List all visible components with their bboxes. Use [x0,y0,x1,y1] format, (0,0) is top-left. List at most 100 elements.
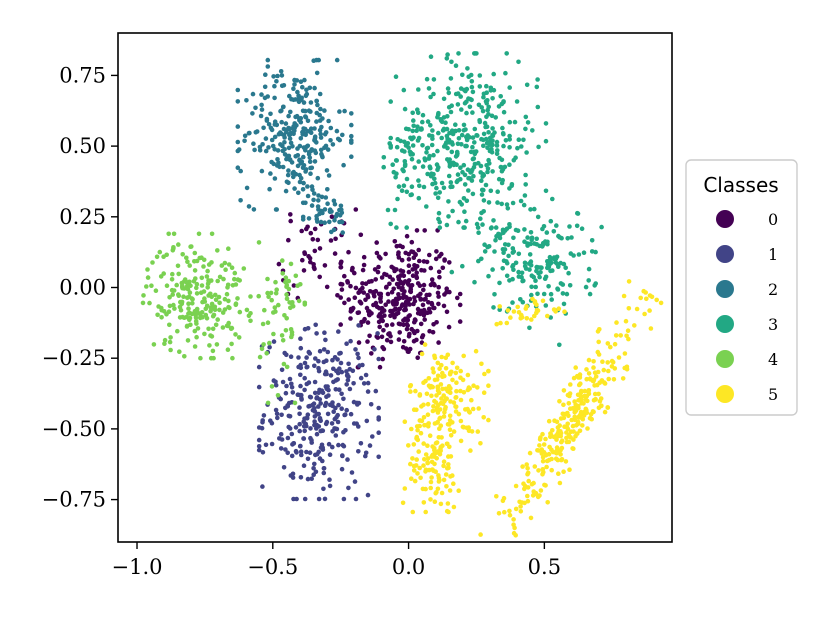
scatter-point [457,199,463,205]
scatter-point [278,130,283,135]
scatter-point [269,384,275,389]
scatter-point [543,436,548,442]
scatter-point [342,108,347,114]
scatter-point [387,331,392,336]
scatter-point [324,168,330,173]
scatter-point [425,443,430,449]
scatter-point [215,248,220,253]
scatter-point [213,322,219,328]
scatter-point [306,380,312,385]
scatter-point [306,216,312,221]
scatter-point [408,389,413,394]
scatter-point [642,311,647,317]
scatter-point [446,509,451,515]
scatter-point [262,307,267,313]
scatter-point [424,292,430,298]
scatter-point [429,393,434,399]
scatter-point [323,384,329,389]
scatter-point [495,200,500,205]
scatter-point [550,268,555,273]
scatter-point [247,130,252,136]
scatter-point [420,112,426,118]
scatter-point [305,224,310,230]
scatter-point [204,274,210,279]
scatter-point [216,294,222,300]
scatter-point [281,361,287,367]
scatter-point [290,390,296,395]
scatter-point [314,70,320,76]
scatter-point [159,307,164,313]
scatter-point [348,411,354,417]
scatter-point [470,144,475,150]
scatter-point [525,120,531,125]
scatter-point [406,282,411,287]
scatter-point [544,464,549,470]
scatter-point [435,148,440,154]
scatter-point [587,291,593,297]
scatter-point [232,270,238,276]
scatter-point [273,407,279,413]
scatter-point [308,395,314,400]
scatter-point [194,291,200,296]
scatter-point [450,360,455,366]
scatter-point [388,221,394,227]
scatter-point [311,401,317,407]
scatter-point [395,196,400,202]
scatter-point [462,225,467,230]
scatter-point [272,305,278,310]
scatter-point [378,256,383,261]
scatter-point [253,105,258,111]
scatter-point [274,287,280,293]
scatter-point [167,303,173,309]
scatter-point [235,296,240,301]
scatter-point [479,361,484,367]
scatter-point [157,249,163,255]
scatter-point [436,301,441,307]
scatter-point [291,174,296,180]
scatter-point [654,297,659,303]
scatter-point [328,238,334,243]
scatter-point [502,509,507,515]
scatter-point [446,199,451,204]
scatter-point [470,89,476,95]
scatter-point [376,356,382,362]
scatter-point [196,231,202,237]
scatter-point [289,381,294,387]
scatter-point [175,263,181,269]
scatter-point [557,342,562,348]
scatter-point [571,446,576,452]
scatter-point [543,121,549,126]
scatter-point [529,284,534,290]
scatter-point [347,366,353,372]
scatter-point [497,235,503,241]
scatter-point [507,145,512,150]
scatter-point [535,308,541,313]
scatter-point [374,240,380,245]
scatter-point [537,443,542,448]
scatter-point [458,86,464,91]
scatter-point [256,437,262,443]
scatter-point [346,485,351,491]
scatter-point [428,485,434,491]
scatter-point [435,290,441,296]
scatter-point [408,135,413,141]
scatter-point [573,365,578,370]
scatter-point [224,291,230,297]
scatter-point [298,336,303,342]
scatter-point [266,294,271,300]
scatter-point [490,126,495,131]
scatter-point [520,464,525,469]
scatter-point [565,426,571,432]
scatter-point [312,461,317,467]
scatter-point [586,357,592,363]
scatter-point [550,449,556,455]
scatter-point [282,313,287,318]
scatter-point [575,392,581,398]
scatter-point [289,385,295,390]
scatter-point [487,161,492,166]
scatter-point [478,163,484,169]
scatter-point [543,303,549,308]
scatter-point [518,316,523,321]
scatter-point [608,344,613,350]
scatter-point [402,486,408,491]
